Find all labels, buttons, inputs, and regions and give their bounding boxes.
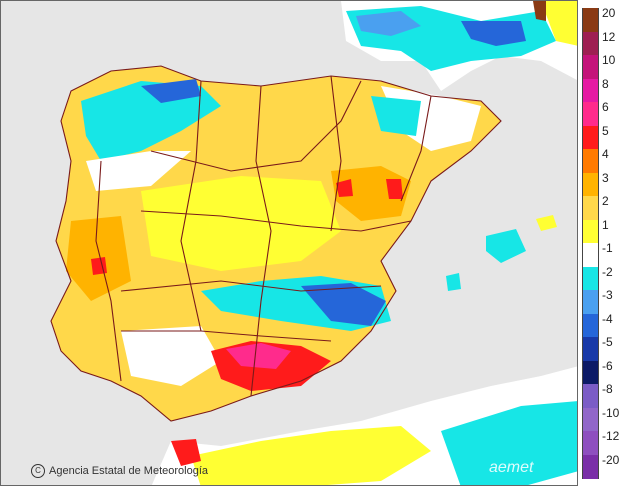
anomaly-france-blue <box>356 11 421 36</box>
legend-row: -4 <box>582 311 628 338</box>
anomaly-north-blue <box>141 79 201 103</box>
legend-label: 3 <box>602 170 609 185</box>
legend-swatch <box>582 125 599 150</box>
legend-swatch <box>582 290 599 314</box>
legend-swatch <box>582 196 599 220</box>
legend-row: -12 <box>582 429 628 455</box>
legend-swatch <box>582 243 599 267</box>
island-mallorca <box>486 229 526 263</box>
legend-row: 3 <box>582 170 628 197</box>
legend-swatch <box>582 454 599 479</box>
legend-swatch <box>582 407 599 432</box>
legend-label: -6 <box>602 358 613 373</box>
anomaly-west-red <box>91 257 107 275</box>
legend-row: -3 <box>582 288 628 314</box>
legend-label: 12 <box>602 29 616 44</box>
anomaly-france-darkblue <box>461 21 526 46</box>
legend-label: -3 <box>602 288 613 302</box>
legend-row: 12 <box>582 29 628 56</box>
legend-row: -1 <box>582 241 628 267</box>
island-ibiza <box>446 273 461 291</box>
legend-swatch <box>582 313 599 338</box>
anomaly-east-red-2 <box>386 179 403 199</box>
legend-row: 6 <box>582 100 628 126</box>
anomaly-south-magenta <box>226 343 291 369</box>
legend-label: 10 <box>602 53 616 67</box>
legend-row: 2 <box>582 194 628 220</box>
legend-label: -2 <box>602 264 613 279</box>
legend-swatch <box>582 78 599 103</box>
legend-label: -10 <box>602 405 620 420</box>
attribution: C Agencia Estatal de Meteorología <box>31 464 208 478</box>
anomaly-southwest-white <box>121 326 221 386</box>
region-borders <box>50 65 502 422</box>
legend-swatch <box>582 219 599 244</box>
legend-swatch <box>582 384 599 408</box>
legend-label: -4 <box>602 311 613 326</box>
legend-label: -12 <box>602 429 620 443</box>
anomaly-north-cyan <box>81 81 221 161</box>
map-canvas <box>50 1 577 485</box>
legend-swatch <box>582 431 599 455</box>
legend-swatch <box>582 31 599 56</box>
color-legend: 20 12 10 8 6 5 4 3 2 1 -1 -2 -3 -4 -5 -6 -8 -10 -12 -20 <box>582 6 628 479</box>
legend-swatch <box>582 8 599 32</box>
legend-label: 5 <box>602 123 609 138</box>
legend-row: 4 <box>582 147 628 173</box>
legend-label: -8 <box>602 382 613 396</box>
legend-swatch <box>582 266 599 291</box>
anomaly-africa-yellow <box>191 426 431 485</box>
attribution-text: Agencia Estatal de Meteorología <box>49 465 208 477</box>
legend-row: -6 <box>582 358 628 385</box>
legend-swatch <box>582 102 599 126</box>
legend-label: -20 <box>602 452 620 467</box>
legend-label: 2 <box>602 194 609 208</box>
anomaly-map: C Agencia Estatal de Meteorología aemet <box>0 0 578 486</box>
legend-swatch <box>582 360 599 385</box>
legend-row: -10 <box>582 405 628 432</box>
legend-row: 1 <box>582 217 628 244</box>
legend-swatch <box>582 337 599 361</box>
legend-swatch <box>582 55 599 79</box>
legend-label: 6 <box>602 100 609 114</box>
legend-label: 20 <box>602 6 616 20</box>
anomaly-northwest-white <box>86 151 191 191</box>
legend-label: -1 <box>602 241 613 255</box>
legend-row: -20 <box>582 452 628 479</box>
legend-row: -5 <box>582 335 628 361</box>
anomaly-east-red-1 <box>336 179 353 197</box>
legend-row: 8 <box>582 76 628 103</box>
anomaly-france-yellow <box>541 1 577 46</box>
legend-swatch <box>582 172 599 197</box>
anomaly-southeast-blue <box>301 283 386 326</box>
legend-label: 1 <box>602 217 609 232</box>
legend-row: 10 <box>582 53 628 79</box>
island-menorca <box>536 215 557 231</box>
watermark: aemet <box>489 459 534 476</box>
anomaly-africa-red <box>171 439 201 466</box>
legend-row: 20 <box>582 6 628 32</box>
anomaly-center-yellow <box>141 176 341 271</box>
copyright-icon: C <box>31 464 45 478</box>
anomaly-africa-cyan <box>441 401 577 485</box>
anomaly-northeast-cyan <box>371 96 421 136</box>
legend-label: -5 <box>602 335 613 349</box>
legend-label: 4 <box>602 147 609 161</box>
legend-row: 5 <box>582 123 628 150</box>
legend-row: -2 <box>582 264 628 291</box>
anomaly-france-brown <box>533 1 546 21</box>
legend-label: 8 <box>602 76 609 91</box>
legend-row: -8 <box>582 382 628 408</box>
legend-swatch <box>582 149 599 173</box>
